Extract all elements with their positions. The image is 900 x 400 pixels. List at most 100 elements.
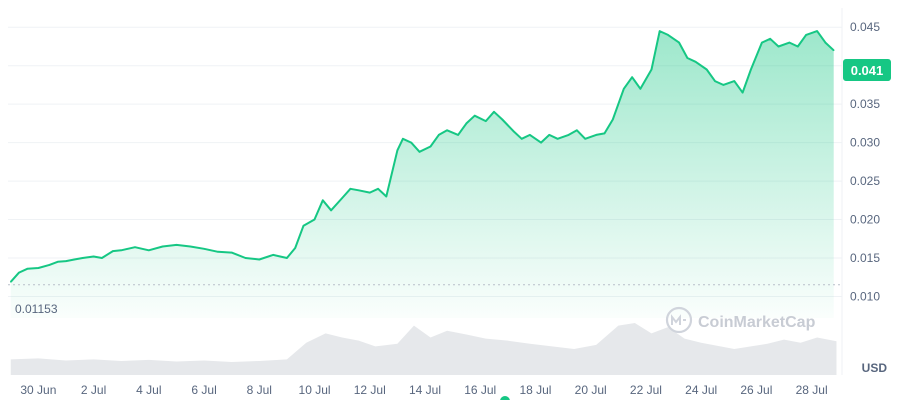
y-tick-label: 0.020	[850, 213, 880, 227]
x-tick-label: 2 Jul	[81, 383, 106, 397]
coinmarketcap-logo-icon	[665, 306, 693, 334]
price-point	[694, 61, 697, 63]
price-line	[10, 30, 835, 283]
price-point	[485, 120, 487, 122]
price-area	[10, 31, 834, 318]
x-tick-label: 24 Jul	[685, 383, 717, 397]
price-point	[623, 88, 625, 90]
price-point	[761, 41, 763, 44]
price-point	[650, 68, 653, 71]
price-point	[612, 118, 614, 121]
price-point	[548, 134, 551, 136]
price-point	[658, 30, 661, 32]
watermark: CoinMarketCap	[665, 306, 816, 334]
price-point	[741, 91, 744, 94]
price-point	[788, 41, 791, 44]
price-point	[18, 271, 20, 274]
price-point	[797, 45, 799, 48]
price-point	[175, 244, 178, 246]
price-point	[369, 191, 371, 194]
price-point	[203, 248, 205, 250]
price-point	[603, 132, 606, 135]
price-point	[512, 130, 515, 132]
price-point	[429, 145, 432, 148]
coinmarketcap-logo-mark	[671, 314, 686, 325]
price-point	[134, 246, 136, 248]
y-tick-label: 0.015	[850, 251, 880, 265]
start-price-label: 0.01153	[15, 302, 58, 316]
price-point	[48, 264, 51, 266]
price-point	[349, 188, 352, 190]
scroll-marker-icon[interactable]	[500, 396, 510, 400]
price-point	[576, 129, 578, 132]
price-point	[678, 41, 680, 44]
price-point	[286, 257, 288, 259]
x-tick-label: 14 Jul	[409, 383, 441, 397]
price-point	[65, 260, 67, 262]
x-tick-label: 10 Jul	[299, 383, 331, 397]
current-price-value: 0.041	[851, 63, 884, 78]
price-point	[230, 251, 233, 254]
price-point	[26, 268, 29, 270]
x-tick-label: 30 Jun	[20, 383, 56, 397]
price-point	[769, 38, 771, 40]
price-point	[832, 49, 835, 52]
price-point	[418, 151, 421, 153]
price-point	[816, 30, 818, 32]
price-point	[112, 250, 114, 252]
current-price-badge: 0.041	[843, 59, 891, 81]
price-point	[73, 258, 76, 261]
volume-area	[10, 323, 837, 375]
price-point	[639, 88, 642, 90]
y-tick-label: 0.045	[850, 20, 880, 34]
price-point	[750, 68, 752, 71]
price-point	[686, 57, 689, 59]
price-point	[120, 249, 122, 252]
price-area-fill	[10, 31, 834, 318]
price-point	[777, 45, 780, 48]
price-point	[446, 129, 448, 132]
price-point	[302, 224, 305, 227]
price-point	[92, 255, 95, 258]
price-point	[824, 41, 827, 44]
price-point	[396, 149, 399, 152]
price-point	[330, 209, 332, 212]
price-point	[501, 118, 504, 121]
price-point	[595, 134, 597, 136]
x-tick-label: 6 Jul	[191, 383, 216, 397]
current-price-badge-bg	[843, 59, 891, 81]
price-point	[81, 257, 84, 259]
price-point	[377, 188, 379, 190]
price-point	[667, 34, 669, 36]
price-point	[258, 258, 261, 261]
currency-label: USD	[862, 361, 888, 375]
price-point	[465, 122, 468, 125]
price-point	[189, 245, 192, 248]
price-point	[584, 138, 586, 140]
price-point	[322, 199, 324, 202]
x-tick-label: 8 Jul	[247, 383, 272, 397]
price-point	[631, 76, 633, 78]
price-point	[722, 84, 725, 86]
price-point	[313, 218, 316, 221]
volume-bars	[10, 323, 837, 375]
price-point	[101, 257, 103, 259]
x-tick-label: 18 Jul	[519, 383, 551, 397]
x-tick-label: 28 Jul	[796, 383, 828, 397]
price-point	[357, 189, 360, 192]
price-point	[705, 68, 708, 71]
price-point	[438, 134, 440, 136]
price-point	[473, 114, 476, 117]
price-point	[567, 134, 570, 136]
x-tick-label: 4 Jul	[136, 383, 161, 397]
x-tick-label: 16 Jul	[464, 383, 496, 397]
watermark-text: CoinMarketCap	[698, 314, 816, 331]
price-point	[385, 195, 388, 198]
price-point	[714, 80, 716, 82]
x-tick-label: 12 Jul	[354, 383, 386, 397]
price-point	[733, 80, 736, 82]
y-tick-label: 0.010	[850, 289, 880, 303]
price-point	[402, 138, 404, 140]
price-point	[272, 254, 274, 256]
